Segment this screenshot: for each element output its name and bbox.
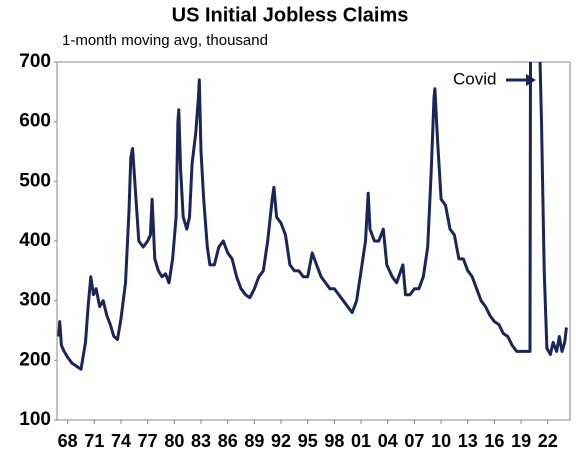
x-tick-label: 95: [298, 431, 318, 451]
x-tick-label: 22: [538, 431, 558, 451]
x-tick-label: 74: [111, 431, 131, 451]
chart-subtitle: 1-month moving avg, thousand: [62, 32, 268, 49]
y-tick-label: 200: [19, 349, 51, 370]
x-tick-label: 68: [58, 431, 78, 451]
x-tick-label: 07: [404, 431, 424, 451]
x-tick-label: 98: [324, 431, 344, 451]
x-tick-label: 04: [378, 431, 398, 451]
annotation: Covid: [453, 69, 496, 88]
x-tick-label: 86: [218, 431, 238, 451]
x-tick-label: 01: [351, 431, 371, 451]
y-tick-label: 600: [19, 111, 51, 132]
y-tick-label: 100: [19, 409, 51, 430]
chart-title: US Initial Jobless Claims: [172, 4, 409, 26]
x-tick-label: 89: [244, 431, 264, 451]
x-tick-label: 71: [84, 431, 104, 451]
x-tick-label: 80: [164, 431, 184, 451]
annotation-arrowhead: [526, 74, 536, 86]
data-line: [57, 62, 568, 371]
y-tick-label: 700: [19, 51, 51, 72]
x-tick-label: 10: [431, 431, 451, 451]
x-tick-label: 13: [458, 431, 478, 451]
x-tick-label: 83: [191, 431, 211, 451]
y-tick-label: 500: [19, 170, 51, 191]
x-tick-label: 16: [484, 431, 504, 451]
y-tick-label: 300: [19, 290, 51, 311]
plot-frame: [56, 61, 571, 421]
x-tick-label: 77: [138, 431, 158, 451]
y-tick-label: 400: [19, 230, 51, 251]
x-tick-label: 19: [511, 431, 531, 451]
x-tick-label: 92: [271, 431, 291, 451]
